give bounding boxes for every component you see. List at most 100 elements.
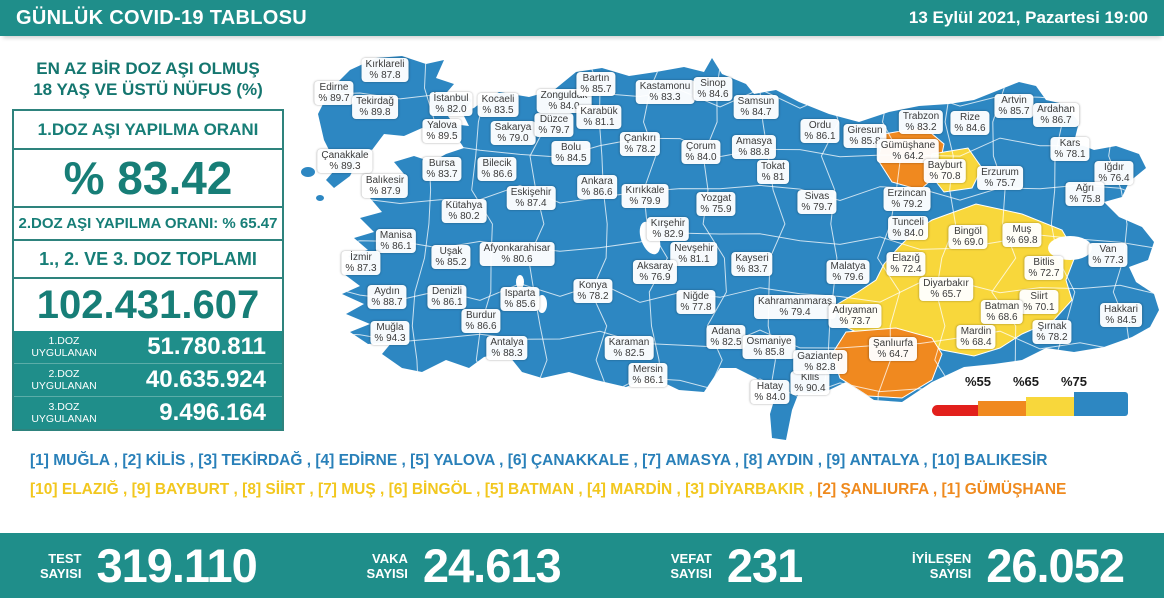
province-label-adana: Adana% 82.5 (706, 325, 746, 349)
province-label-malatya: Malatya% 79.6 (826, 260, 870, 284)
province-label-adıyaman: Adıyaman% 73.7 (828, 304, 882, 328)
dose-rows-table: 1.DOZ UYGULANAN 51.780.811 2.DOZ UYGULANAN 40… (14, 331, 282, 429)
rank-item: [8] AYDIN (743, 452, 814, 469)
dose-row-label: 2.DOZ UYGULANAN (31, 368, 97, 392)
rank-separator: , (471, 481, 485, 498)
province-label-kilis: Kilis% 90.4 (790, 371, 830, 395)
map-legend: %55 %65 %75 (932, 374, 1144, 422)
rank-item: [7] MUŞ (317, 481, 376, 498)
rank-item: [1] GÜMÜŞHANE (941, 481, 1067, 498)
legend-tick: %65 (1012, 374, 1040, 389)
bottom-provinces-list: [10] ELAZIĞ , [9] BAYBURT , [8] SİİRT , … (30, 481, 1152, 499)
province-label-trabzon: Trabzon% 83.2 (898, 110, 944, 134)
province-label-bilecik: Bilecik% 86.6 (477, 157, 517, 181)
rank-item: [10] ELAZIĞ (30, 481, 119, 498)
footer-stat: VAKA SAYISI 24.613 (366, 538, 562, 593)
panel-subtitle-line1: EN AZ BİR DOZ AŞI OLMUŞ (36, 59, 260, 78)
province-label-sinop: Sinop% 84.6 (693, 77, 733, 101)
dose-row-label: 1.DOZ UYGULANAN (31, 335, 97, 359)
header: GÜNLÜK COVID-19 TABLOSU 13 Eylül 2021, P… (0, 0, 1164, 36)
rank-item: [7] AMASYA (642, 452, 731, 469)
footer-stat-value: 319.110 (96, 539, 257, 592)
province-label-ordu: Ordu% 86.1 (800, 119, 840, 143)
province-label-hakkari: Hakkari% 84.5 (1100, 303, 1142, 327)
rank-item: [4] MARDİN (586, 481, 673, 498)
province-label-muş: Muş% 69.8 (1002, 223, 1042, 247)
dose1-rate-label: 1.DOZ AŞI YAPILMA ORANI (14, 111, 282, 150)
dose-row: 3.DOZ UYGULANAN 9.496.164 (14, 396, 282, 429)
province-label-karabük: Karabük% 81.1 (576, 105, 622, 129)
footer-stat-label: İYİLEŞEN SAYISI (911, 550, 972, 581)
province-label-elazığ: Elazığ% 72.4 (886, 252, 926, 276)
province-label-sakarya: Sakarya% 79.0 (490, 121, 536, 145)
dose1-rate-value: % 83.42 (14, 150, 282, 208)
vaccine-stats-box: 1.DOZ AŞI YAPILMA ORANI % 83.42 2.DOZ AŞ… (12, 109, 284, 431)
province-label-rize: Rize% 84.6 (950, 111, 990, 135)
rank-separator: , (109, 452, 123, 469)
province-label-balıkesir: Balıkesir% 87.9 (361, 174, 409, 198)
rank-item: [2] ŞANLIURFA (817, 481, 929, 498)
province-label-kars: Kars% 78.1 (1050, 137, 1090, 161)
province-label-sivas: Sivas% 79.7 (797, 190, 837, 214)
province-label-kocaeli: Kocaeli% 83.5 (477, 93, 519, 117)
footer-stat-value: 26.052 (986, 539, 1125, 592)
province-label-samsun: Samsun% 84.7 (733, 95, 779, 119)
legend-tick: %55 (964, 374, 992, 389)
rank-separator: , (305, 481, 318, 498)
dose2-rate-text: 2.DOZ AŞI YAPILMA ORANI: % 65.47 (14, 208, 282, 241)
legend-segment (932, 405, 978, 416)
province-label-aydın: Aydın% 88.7 (367, 285, 407, 309)
province-label-i̇zmir: İzmir% 87.3 (341, 251, 381, 275)
total-doses-value: 102.431.607 (14, 279, 282, 331)
province-label-tunceli: Tunceli% 84.0 (888, 216, 928, 240)
province-label-kırklareli: Kırklareli% 87.8 (361, 58, 409, 82)
province-label-kayseri: Kayseri% 83.7 (731, 252, 773, 276)
province-label-manisa: Manisa% 86.1 (375, 229, 417, 253)
province-label-kütahya: Kütahya% 80.2 (441, 199, 487, 223)
province-label-konya: Konya% 78.2 (573, 279, 613, 303)
province-label-i̇stanbul: İstanbul% 82.0 (429, 92, 473, 116)
rank-separator: , (118, 481, 132, 498)
province-label-yalova: Yalova% 89.5 (422, 119, 462, 143)
rank-item: [3] DİYARBAKIR (685, 481, 805, 498)
province-label-kırıkkale: Kırıkkale% 79.9 (621, 184, 669, 208)
province-label-bayburt: Bayburt% 70.8 (923, 159, 967, 183)
province-label-karaman: Karaman% 82.5 (604, 336, 654, 360)
province-label-mardin: Mardin% 68.4 (956, 325, 996, 349)
province-label-artvin: Artvin% 85.7 (994, 94, 1034, 118)
rank-separator: , (813, 452, 827, 469)
rank-separator: , (397, 452, 411, 469)
rank-separator: , (919, 452, 933, 469)
province-label-ardahan: Ardahan% 86.7 (1033, 103, 1079, 127)
province-label-tekirdağ: Tekirdağ% 89.8 (352, 95, 398, 119)
rank-item: [5] BATMAN (484, 481, 575, 498)
rank-separator: , (185, 452, 199, 469)
footer-stats: TEST SAYISI 319.110 VAKA SAYISI 24.613 VEFAT SA… (0, 533, 1164, 598)
footer-stat-value: 24.613 (422, 539, 562, 592)
footer-stat-label: VAKA SAYISI (366, 550, 408, 581)
province-label-erzincan: Erzincan% 79.2 (883, 187, 931, 211)
rank-item: [8] SİİRT (242, 481, 306, 498)
dose-row-label: 3.DOZ UYGULANAN (31, 401, 97, 425)
province-label-amasya: Amasya% 88.8 (731, 135, 777, 159)
province-label-gaziantep: Gaziantep% 82.8 (793, 350, 847, 374)
province-label-muğla: Muğla% 94.3 (370, 321, 410, 345)
rank-item: [5] YALOVA (410, 452, 495, 469)
rank-separator: , (375, 481, 389, 498)
province-label-çorum: Çorum% 84.0 (681, 140, 721, 164)
province-label-aksaray: Aksaray% 76.9 (632, 260, 678, 284)
province-label-uşak: Uşak% 85.2 (431, 245, 471, 269)
footer-stat-value: 231 (726, 539, 803, 592)
province-label-yozgat: Yozgat% 75.9 (696, 192, 736, 216)
footer-stat: İYİLEŞEN SAYISI 26.052 (911, 538, 1125, 593)
province-label-mersin: Mersin% 86.1 (628, 363, 668, 387)
legend-segment (1026, 397, 1074, 416)
dose-row-value: 40.635.924 (145, 366, 266, 393)
province-label-bingöl: Bingöl% 69.0 (948, 225, 988, 249)
footer-stat: VEFAT SAYISI 231 (670, 538, 803, 593)
rank-separator: , (928, 481, 942, 498)
legend-color-bar (932, 392, 1144, 416)
province-label-diyarbakır: Diyarbakır% 65.7 (919, 277, 973, 301)
province-label-ankara: Ankara% 86.6 (577, 175, 617, 199)
